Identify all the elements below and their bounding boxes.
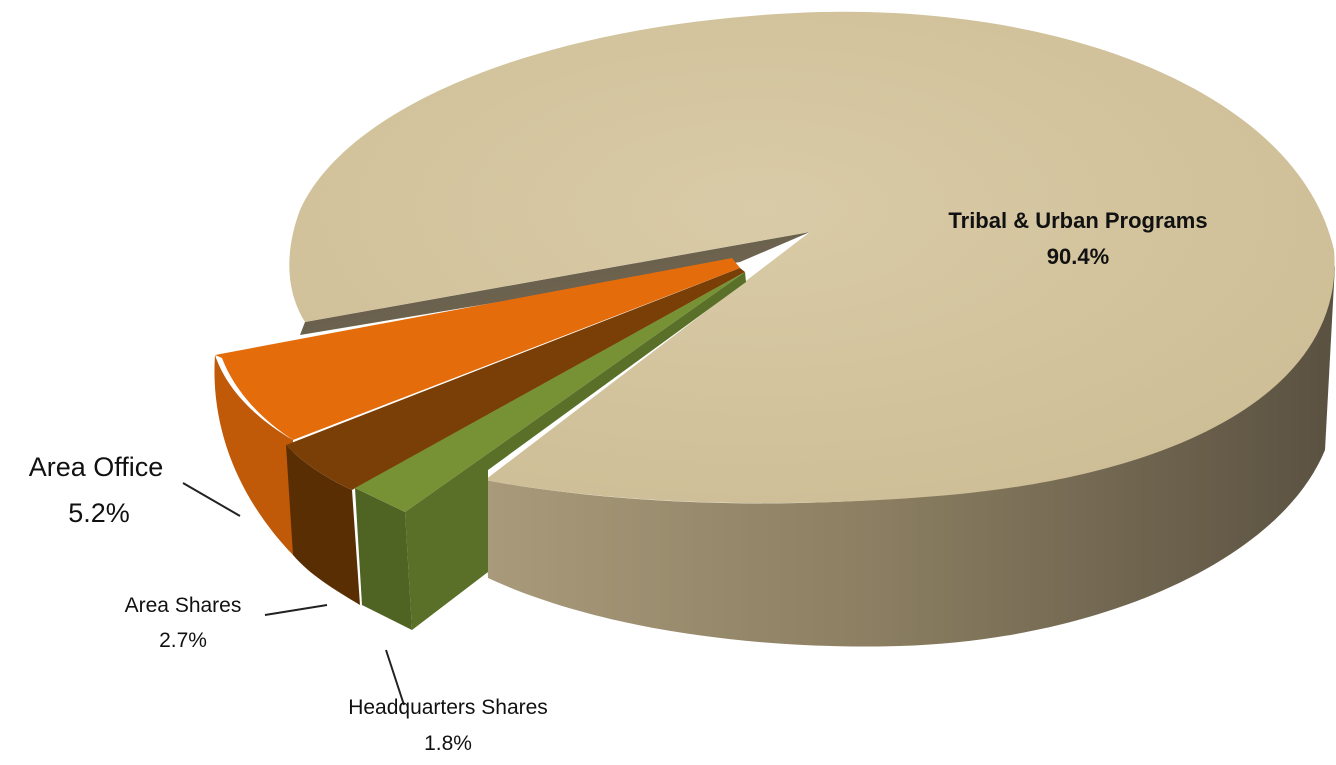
slice-label-name: Tribal & Urban Programs — [948, 208, 1207, 233]
slice-label-value: 2.7% — [159, 629, 207, 652]
slice-label-name: Area Office — [29, 452, 164, 482]
leader-line-area-shares — [265, 605, 327, 615]
slice-label-name: Area Shares — [125, 594, 242, 617]
slice-label-name: Headquarters Shares — [348, 696, 548, 719]
slice-label-value: 90.4% — [1047, 244, 1109, 269]
slice-label-value: 1.8% — [424, 732, 472, 755]
leader-line-area-office — [183, 483, 240, 516]
slice-label-value: 5.2% — [68, 498, 130, 528]
